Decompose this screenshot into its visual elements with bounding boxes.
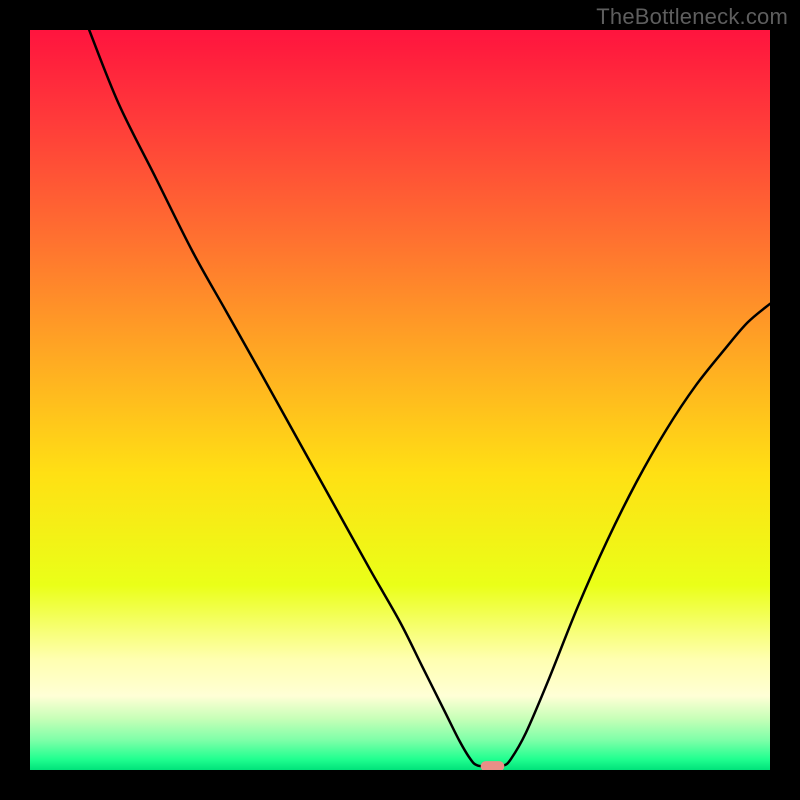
optimal-point-marker [481, 761, 505, 770]
plot-area [30, 30, 770, 770]
chart-frame: TheBottleneck.com [0, 0, 800, 800]
gradient-background [30, 30, 770, 770]
watermark-text: TheBottleneck.com [596, 4, 788, 30]
bottleneck-chart-svg [30, 30, 770, 770]
